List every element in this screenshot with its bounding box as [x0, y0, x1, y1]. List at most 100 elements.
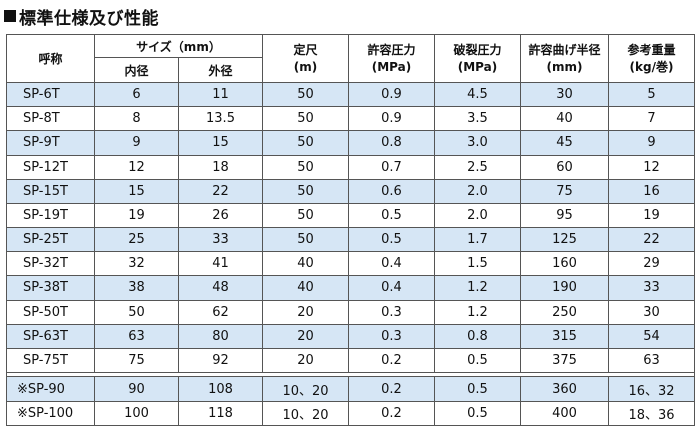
cell-inner: 75 [94, 347, 179, 374]
cell-weight: 22 [608, 227, 695, 253]
cell-burst: 3.5 [434, 106, 521, 132]
cell-bend: 360 [520, 376, 609, 402]
cell-bend: 125 [520, 227, 609, 253]
header-size: サイズ（mm） [94, 34, 263, 58]
table-row: SP-19T 19 26 50 0.5 2.0 95 19 [6, 202, 695, 229]
table-row: SP-9T 9 15 50 0.8 3.0 45 9 [6, 130, 695, 156]
cell-inner: 38 [94, 275, 179, 301]
cell-outer: 15 [178, 130, 263, 156]
table-row: SP-63T 63 80 20 0.3 0.8 315 54 [6, 323, 695, 349]
cell-name: SP-6T [6, 81, 95, 108]
cell-pressure: 0.9 [348, 81, 435, 108]
cell-inner: 32 [94, 251, 179, 277]
cell-name: SP-19T [6, 202, 95, 229]
cell-inner: 19 [94, 202, 179, 229]
cell-outer: 11 [178, 81, 263, 108]
cell-bend: 30 [520, 81, 609, 108]
cell-length: 50 [262, 227, 349, 253]
header-name: 呼称 [6, 34, 95, 83]
cell-burst: 0.5 [434, 347, 521, 374]
cell-length: 40 [262, 251, 349, 277]
cell-pressure: 0.9 [348, 106, 435, 132]
cell-inner: 12 [94, 154, 179, 180]
cell-pressure: 0.4 [348, 251, 435, 277]
cell-weight: 16、32 [608, 376, 695, 402]
cell-weight: 30 [608, 299, 695, 325]
row-separator [6, 372, 695, 378]
cell-pressure: 0.7 [348, 154, 435, 180]
cell-outer: 92 [178, 347, 263, 374]
cell-name: SP-38T [6, 275, 95, 301]
cell-pressure: 0.8 [348, 130, 435, 156]
table-row: ※SP-90 90 108 10、20 0.2 0.5 360 16、32 [6, 376, 695, 402]
cell-outer: 80 [178, 323, 263, 349]
cell-name: SP-75T [6, 347, 95, 374]
cell-weight: 29 [608, 251, 695, 277]
cell-outer: 41 [178, 251, 263, 277]
cell-inner: 6 [94, 81, 179, 108]
header-outer: 外径 [178, 57, 263, 83]
cell-outer: 62 [178, 299, 263, 325]
spec-table: 呼称 サイズ（mm） 定尺 (m) 許容圧力 (MPa) 破裂圧力 (MPa) 許容曲… [6, 34, 695, 427]
cell-outer: 18 [178, 154, 263, 180]
cell-length: 10、20 [262, 400, 349, 427]
cell-length: 10、20 [262, 376, 349, 402]
cell-weight: 33 [608, 275, 695, 301]
cell-weight: 7 [608, 106, 695, 132]
cell-inner: 8 [94, 106, 179, 132]
cell-length: 20 [262, 347, 349, 374]
cell-weight: 5 [608, 81, 695, 108]
cell-outer: 48 [178, 275, 263, 301]
cell-bend: 315 [520, 323, 609, 349]
cell-name: ※SP-100 [6, 400, 95, 427]
cell-pressure: 0.2 [348, 376, 435, 402]
cell-bend: 60 [520, 154, 609, 180]
cell-inner: 90 [94, 376, 179, 402]
cell-burst: 2.5 [434, 154, 521, 180]
cell-inner: 63 [94, 323, 179, 349]
cell-bend: 160 [520, 251, 609, 277]
cell-name: SP-12T [6, 154, 95, 180]
cell-bend: 45 [520, 130, 609, 156]
cell-inner: 25 [94, 227, 179, 253]
cell-length: 50 [262, 178, 349, 204]
cell-inner: 9 [94, 130, 179, 156]
table-row: SP-8T 8 13.5 50 0.9 3.5 40 7 [6, 106, 695, 132]
cell-weight: 19 [608, 202, 695, 229]
cell-name: SP-63T [6, 323, 95, 349]
cell-weight: 63 [608, 347, 695, 374]
cell-inner: 100 [94, 400, 179, 427]
black-square-icon [4, 10, 16, 22]
cell-pressure: 0.2 [348, 347, 435, 374]
header-weight: 参考重量 (kg/巻) [608, 34, 695, 83]
cell-burst: 0.8 [434, 323, 521, 349]
cell-pressure: 0.4 [348, 275, 435, 301]
table-row: ※SP-100 100 118 10、20 0.2 0.5 400 18、36 [6, 400, 695, 427]
cell-burst: 1.7 [434, 227, 521, 253]
cell-pressure: 0.2 [348, 400, 435, 427]
table-row: SP-75T 75 92 20 0.2 0.5 375 63 [6, 347, 695, 374]
cell-burst: 1.5 [434, 251, 521, 277]
cell-name: SP-8T [6, 106, 95, 132]
cell-length: 50 [262, 202, 349, 229]
cell-bend: 375 [520, 347, 609, 374]
cell-weight: 16 [608, 178, 695, 204]
cell-name: SP-32T [6, 251, 95, 277]
table-row: SP-12T 12 18 50 0.7 2.5 60 12 [6, 154, 695, 180]
header-pressure: 許容圧力 (MPa) [348, 34, 435, 83]
header-inner: 内径 [94, 57, 179, 83]
cell-name: ※SP-90 [6, 376, 95, 402]
cell-burst: 0.5 [434, 376, 521, 402]
section-title-text: 標準仕様及び性能 [19, 8, 159, 29]
header-burst: 破裂圧力 (MPa) [434, 34, 521, 83]
table-row: SP-32T 32 41 40 0.4 1.5 160 29 [6, 251, 695, 277]
cell-length: 20 [262, 299, 349, 325]
cell-length: 20 [262, 323, 349, 349]
cell-outer: 26 [178, 202, 263, 229]
cell-pressure: 0.3 [348, 299, 435, 325]
cell-length: 50 [262, 154, 349, 180]
cell-burst: 0.5 [434, 400, 521, 427]
cell-inner: 50 [94, 299, 179, 325]
cell-name: SP-50T [6, 299, 95, 325]
cell-weight: 18、36 [608, 400, 695, 427]
